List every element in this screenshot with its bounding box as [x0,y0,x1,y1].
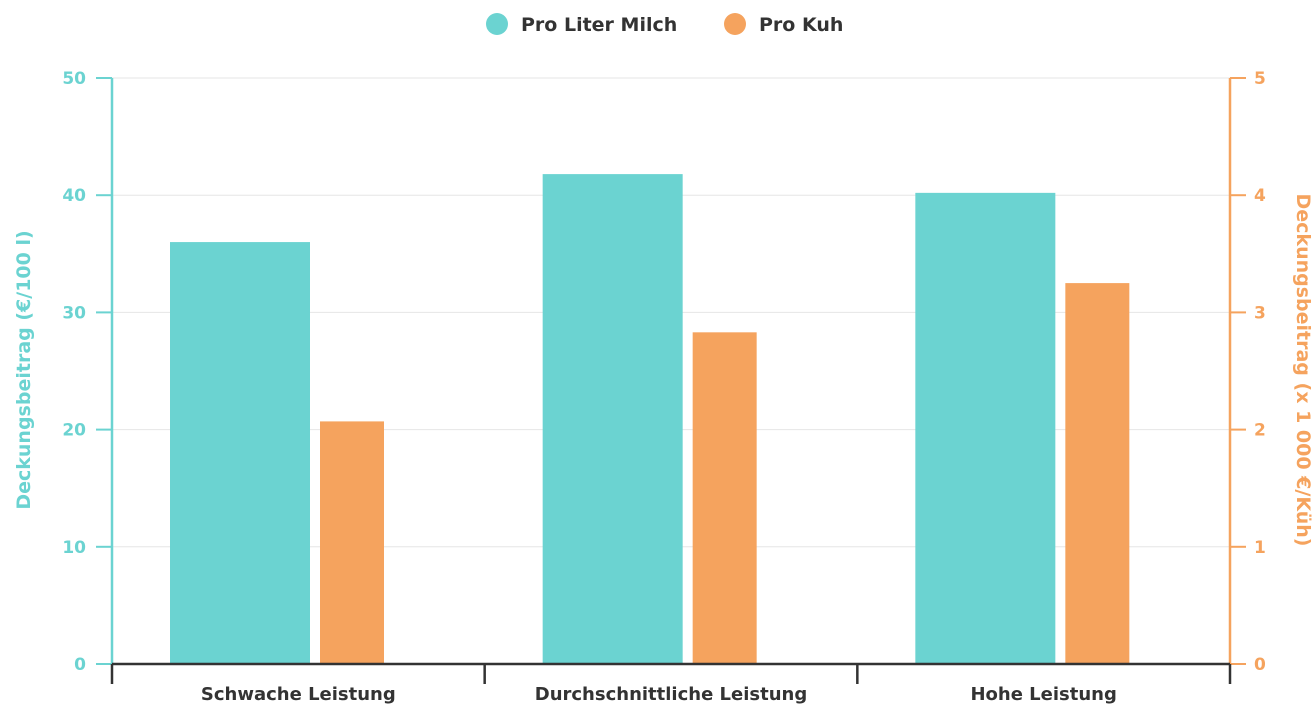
legend-marker-pro-kuh [724,13,746,35]
left-tick-label: 50 [62,69,86,89]
legend-marker-pro-liter-milch [486,13,508,35]
right-tick-label: 0 [1254,655,1266,675]
x-axis: Schwache Leistung Durchschnittliche Leist… [110,662,1232,705]
left-tick-label: 10 [62,538,86,558]
left-tick-label: 0 [74,655,86,675]
legend: Pro Liter Milch Pro Kuh [486,13,843,36]
right-tick-label: 5 [1254,69,1266,89]
left-y-axis: 0 10 20 30 40 50 [62,69,114,675]
right-tick-label: 4 [1254,186,1266,206]
bars [170,174,1130,664]
left-tick-label: 40 [62,186,86,206]
bar-pro-liter-milch [915,192,1056,664]
right-tick-label: 2 [1254,421,1266,441]
right-tick-label: 1 [1254,538,1266,558]
bar-pro-liter-milch [170,242,310,664]
right-axis-title: Deckungsbeitrag (x 1 000 €/Küh) [1292,194,1312,547]
left-tick-label: 30 [62,303,86,323]
x-category-label: Hohe Leistung [970,684,1116,705]
x-category-label: Schwache Leistung [201,684,396,705]
left-axis-title: Deckungsbeitrag (€/100 l) [13,230,35,509]
left-tick-label: 20 [62,421,86,441]
bar-pro-kuh [320,421,384,664]
bar-pro-liter-milch [542,174,683,664]
legend-label-pro-liter-milch: Pro Liter Milch [521,14,677,36]
legend-label-pro-kuh: Pro Kuh [759,14,843,36]
right-y-axis: 0 1 2 3 4 5 [1228,69,1266,675]
bar-pro-kuh [1065,283,1130,664]
bar-pro-kuh [692,332,757,664]
right-tick-label: 3 [1254,303,1266,323]
x-category-label: Durchschnittliche Leistung [535,684,808,705]
